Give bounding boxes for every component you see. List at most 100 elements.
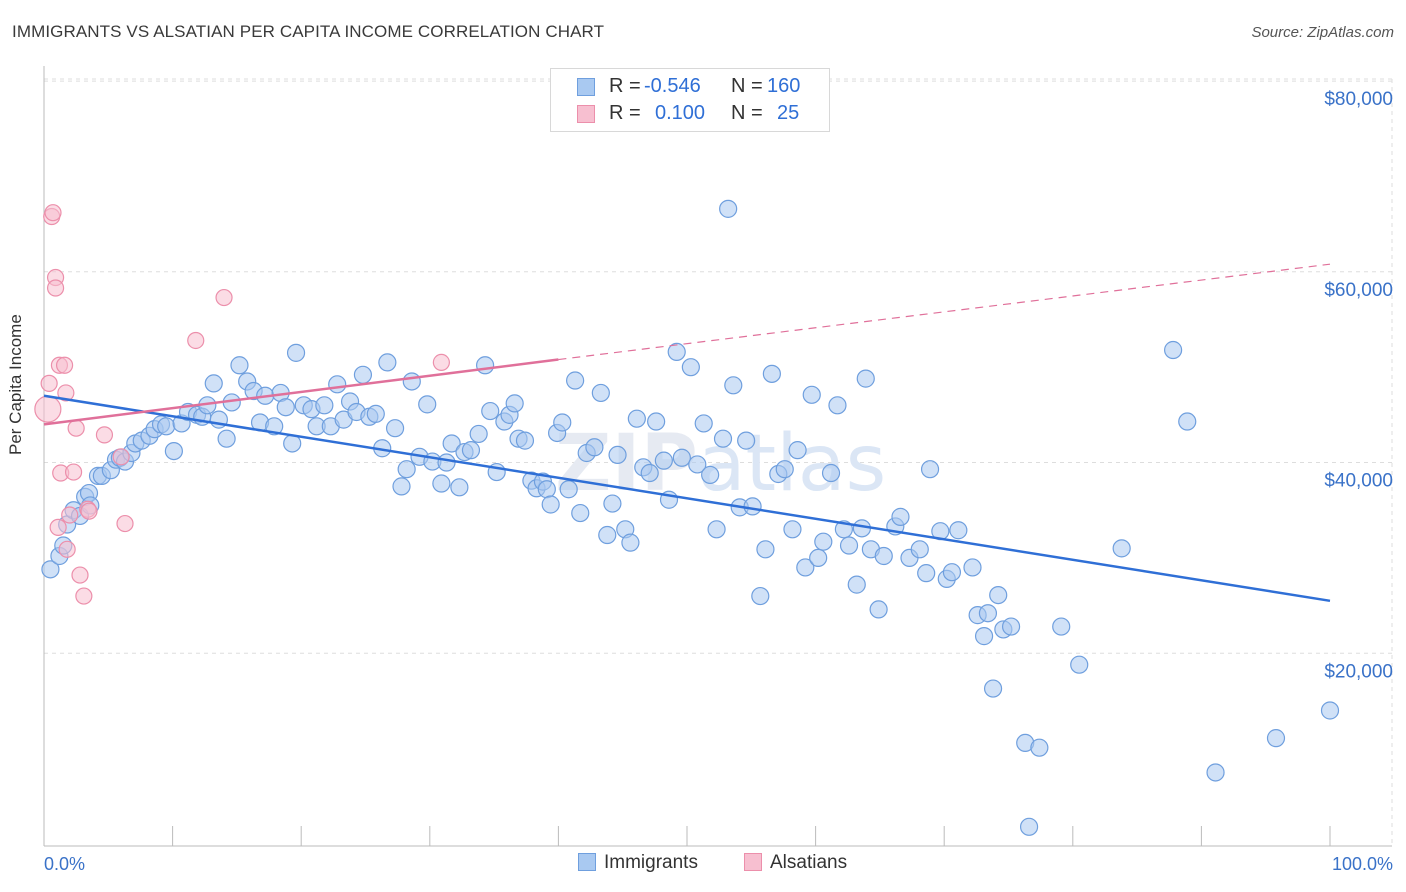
y-tick-label: $20,000	[1324, 661, 1393, 682]
legend-r-label: R =	[609, 75, 641, 97]
immigrants-point	[603, 494, 622, 513]
immigrants-trendline	[43, 394, 1331, 603]
bottom-legend-immigrants: Immigrants	[578, 852, 698, 874]
immigrants-point	[608, 445, 627, 465]
immigrants-point	[1052, 617, 1071, 636]
legend-n-label: N =	[731, 102, 763, 124]
immigrants-point	[847, 575, 866, 594]
immigrants-point	[667, 342, 686, 362]
immigrants-point	[963, 558, 982, 577]
immigrants-point	[737, 431, 756, 450]
alsatians-point	[95, 426, 114, 444]
immigrants-point	[1178, 412, 1197, 431]
immigrants-point	[983, 679, 1003, 698]
immigrants-point	[920, 460, 940, 479]
alsatians-point	[46, 279, 65, 297]
immigrants-point	[217, 429, 236, 448]
source-credit: Source: ZipAtlas.com	[1251, 24, 1394, 41]
immigrants-point	[553, 413, 572, 432]
immigrants-point	[1030, 738, 1049, 757]
alsatians-point	[58, 540, 76, 558]
immigrants-point	[1019, 817, 1039, 836]
immigrants-point	[874, 546, 893, 566]
immigrants-point	[164, 441, 183, 461]
immigrants-point	[541, 495, 560, 514]
immigrants-point	[591, 383, 610, 403]
immigrants-point	[378, 353, 397, 372]
immigrants-point	[788, 441, 807, 460]
alsatians-point	[112, 448, 130, 466]
immigrants-point	[821, 463, 841, 483]
immigrants-point	[397, 460, 416, 479]
immigrants-point	[672, 448, 691, 467]
immigrants-point	[724, 376, 743, 395]
immigrants-point	[286, 343, 306, 362]
immigrants-point	[681, 358, 700, 377]
x-tick-label: 0.0%	[44, 854, 85, 874]
alsatians-point	[75, 587, 93, 605]
immigrants-point	[719, 199, 738, 218]
alsatians-point	[64, 463, 83, 481]
alsatians-point	[116, 514, 134, 533]
immigrants-point	[366, 404, 385, 423]
alsatians-swatch	[744, 853, 762, 871]
immigrants-point	[707, 520, 726, 539]
immigrants-point	[230, 356, 249, 375]
immigrants-point	[402, 372, 421, 391]
immigrants-point	[418, 395, 437, 414]
alsatians-point	[55, 356, 74, 374]
immigrants-point	[1164, 340, 1183, 360]
immigrants-point	[392, 477, 411, 496]
chart-title: IMMIGRANTS VS ALSATIAN PER CAPITA INCOME…	[12, 22, 605, 41]
immigrants-point	[537, 480, 556, 499]
immigrants-point	[762, 364, 781, 383]
bottom-legend-alsatians: Alsatians	[744, 852, 847, 874]
immigrants-point	[783, 520, 802, 539]
immigrants-point	[432, 474, 451, 493]
immigrants-point	[654, 451, 673, 470]
immigrants-point	[978, 604, 998, 623]
immigrants-point	[1112, 539, 1131, 558]
immigrants-point	[802, 385, 821, 404]
immigrants-point	[775, 460, 794, 479]
immigrants-point	[1070, 655, 1089, 674]
immigrants-point	[450, 478, 469, 497]
alsatians-point	[80, 502, 98, 520]
immigrants-point	[571, 503, 590, 523]
immigrants-point	[809, 548, 828, 568]
legend-n-value: 25	[777, 102, 800, 124]
immigrants-point	[1001, 617, 1021, 636]
legend-n-value: 160	[767, 75, 801, 97]
alsatians-point	[40, 374, 58, 392]
immigrants-point	[917, 564, 936, 583]
immigrants-point	[204, 374, 223, 393]
immigrants-point	[869, 600, 888, 619]
immigrants-point	[353, 365, 373, 384]
immigrants-point	[756, 540, 775, 559]
immigrants-point	[910, 540, 929, 559]
immigrants-point	[627, 409, 646, 428]
immigrants-point	[1206, 763, 1225, 782]
immigrants-point	[814, 532, 833, 551]
immigrants-point	[751, 586, 770, 606]
immigrants-point	[437, 453, 456, 472]
immigrants-point	[566, 371, 585, 390]
legend-row-immigrants: R = -0.546 N = 160	[551, 74, 829, 100]
y-tick-label: $60,000	[1324, 280, 1393, 301]
immigrants-point	[585, 438, 604, 457]
immigrants-swatch	[577, 78, 595, 96]
immigrants-point	[856, 369, 875, 388]
immigrants-point	[891, 507, 910, 526]
alsatians-trendline	[43, 358, 559, 426]
immigrants-point	[328, 375, 347, 394]
alsatians-point	[49, 518, 67, 536]
immigrants-point	[475, 356, 495, 375]
immigrants-point	[942, 563, 962, 582]
immigrants-point	[796, 558, 815, 577]
immigrants-point	[713, 429, 733, 448]
alsatians-point	[57, 384, 75, 402]
alsatians-point	[61, 506, 79, 524]
immigrants-point	[688, 455, 707, 474]
alsatians-point	[67, 419, 85, 437]
